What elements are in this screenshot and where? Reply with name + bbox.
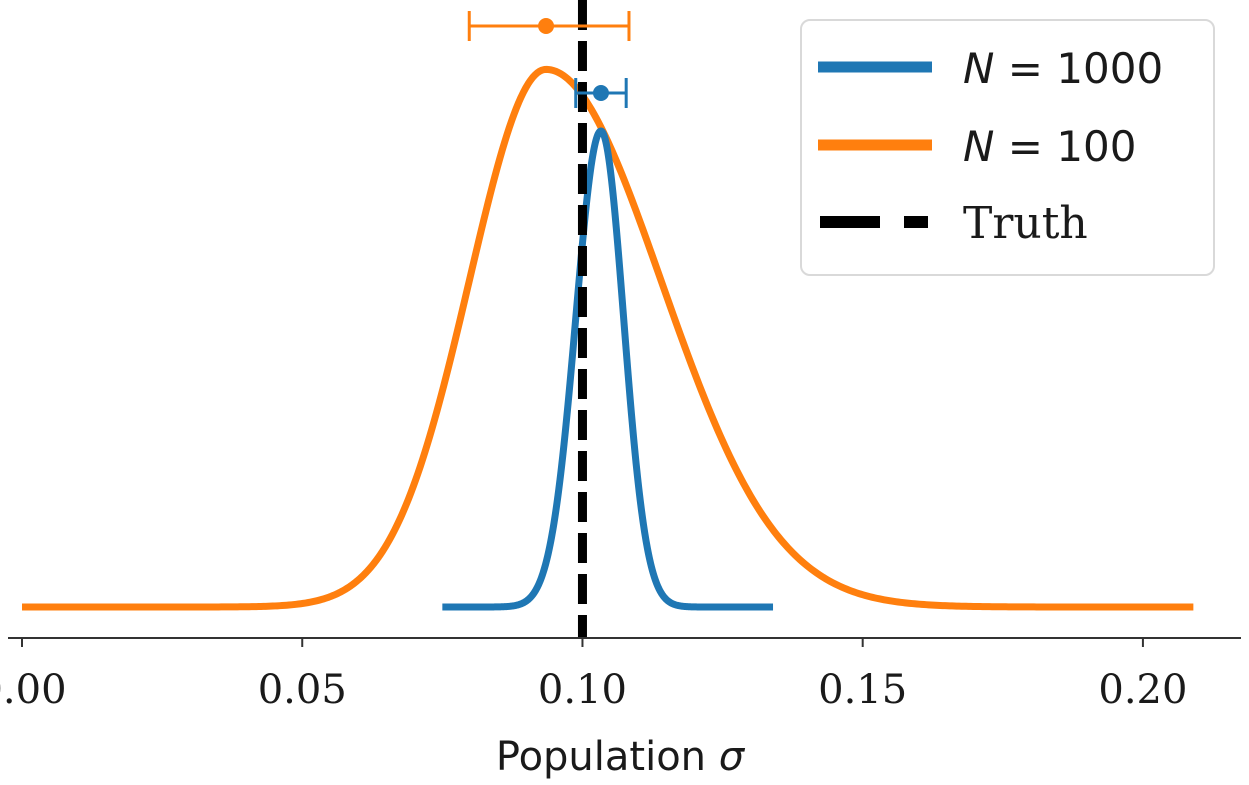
x-axis-ticks: 0.00 0.05 0.10 0.15 0.20	[0, 638, 1187, 713]
errorbar-point-n100	[538, 18, 555, 34]
legend-label-n1000: N = 1000	[963, 44, 1163, 93]
errorbar-n1000	[574, 78, 628, 108]
legend-item-n1000: N = 1000	[818, 44, 1163, 93]
legend: N = 1000 N = 100 Truth	[800, 19, 1215, 276]
legend-label-truth: Truth	[963, 198, 1088, 249]
plot-area	[20, 0, 1195, 638]
x-tick-label: 0.10	[538, 667, 627, 713]
legend-item-truth: Truth	[820, 198, 1088, 249]
errorbar-n100	[467, 11, 631, 41]
errorbar-point-n1000	[592, 85, 609, 101]
x-tick-label: 0.05	[258, 667, 347, 713]
legend-label-n100: N = 100	[963, 122, 1136, 171]
series-line-n1000	[439, 127, 776, 611]
x-tick-label: 0.15	[818, 667, 907, 713]
x-tick-label: 0.00	[0, 667, 67, 713]
legend-item-n100: N = 100	[818, 122, 1136, 171]
x-tick-label: 0.20	[1098, 667, 1187, 713]
x-axis-label: Population σ	[496, 734, 746, 780]
legend-frame	[800, 19, 1215, 276]
